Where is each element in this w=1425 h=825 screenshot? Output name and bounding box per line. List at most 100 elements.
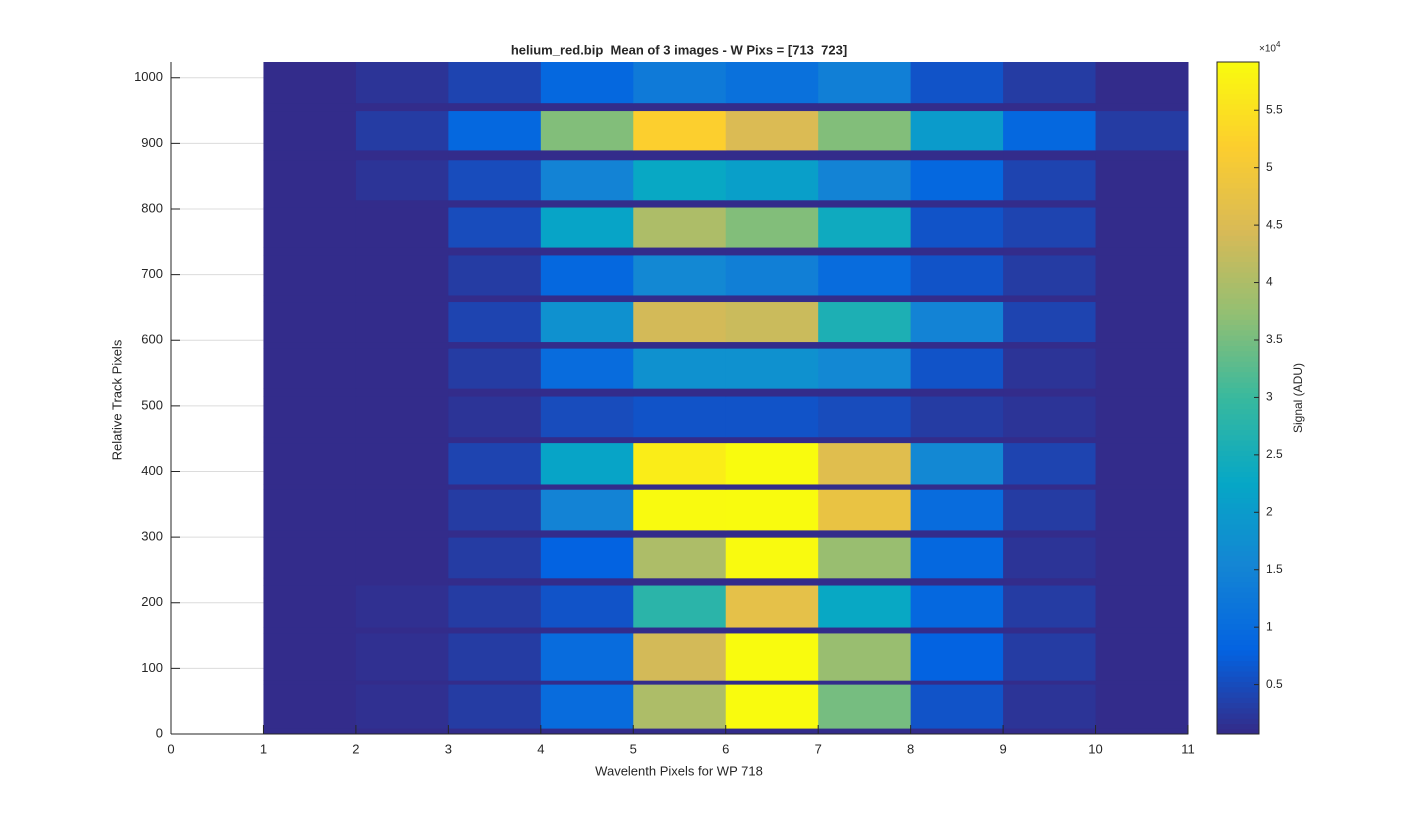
- heatmap-cell: [725, 489, 819, 531]
- colorbar-swatch: [1217, 692, 1259, 698]
- heatmap-cell: [633, 436, 727, 444]
- heatmap-cell: [355, 294, 449, 303]
- heatmap-cell: [910, 149, 1004, 161]
- colorbar-swatch: [1217, 587, 1259, 593]
- heatmap-cell: [1003, 294, 1097, 303]
- x-tick-label: 8: [907, 741, 914, 756]
- colorbar-swatch: [1217, 261, 1259, 268]
- colorbar-swatch: [1217, 382, 1259, 388]
- heatmap-cell: [1003, 110, 1097, 151]
- heatmap-cell: [355, 529, 449, 538]
- heatmap-cell: [1095, 537, 1189, 579]
- heatmap-cell: [540, 62, 634, 104]
- colorbar-swatch: [1217, 413, 1259, 420]
- colorbar-swatch: [1217, 161, 1259, 168]
- heatmap-cell: [355, 537, 449, 579]
- y-tick-label: 300: [141, 529, 163, 544]
- colorbar-swatch: [1217, 329, 1259, 336]
- heatmap-cell: [1003, 247, 1097, 256]
- heatmap-cell: [1095, 577, 1189, 586]
- heatmap-cell: [910, 684, 1004, 729]
- colorbar-swatch: [1217, 566, 1259, 572]
- colorbar-tick-label: 1.5: [1266, 562, 1283, 576]
- heatmap-cell: [263, 577, 357, 586]
- heatmap-cell: [263, 442, 357, 485]
- heatmap-cell: [355, 483, 449, 490]
- colorbar-swatch: [1217, 130, 1259, 136]
- heatmap-cell: [633, 149, 727, 161]
- y-tick-label: 1000: [134, 69, 163, 84]
- heatmap-cell: [725, 110, 819, 151]
- colorbar-swatch: [1217, 429, 1259, 436]
- heatmap-cell: [540, 436, 634, 444]
- heatmap-cell: [355, 577, 449, 586]
- heatmap-cell: [633, 388, 727, 397]
- colorbar-swatch: [1217, 581, 1259, 588]
- heatmap-cell: [540, 684, 634, 729]
- colorbar-tick-label: 5.5: [1266, 102, 1283, 116]
- colorbar-tick-label: 4: [1266, 275, 1273, 289]
- colorbar-swatch: [1217, 608, 1259, 614]
- heatmap-cell: [355, 348, 449, 389]
- heatmap-cell: [263, 388, 357, 397]
- colorbar-exponent: 4: [1276, 40, 1281, 49]
- colorbar-swatch: [1217, 392, 1259, 399]
- heatmap-cell: [725, 585, 819, 628]
- heatmap-cell: [540, 577, 634, 586]
- heatmap-cell: [263, 294, 357, 303]
- heatmap-cell: [910, 529, 1004, 538]
- heatmap-cell: [448, 632, 542, 681]
- colorbar-swatch: [1217, 387, 1259, 394]
- heatmap-cell: [1003, 199, 1097, 208]
- heatmap-cell: [818, 684, 912, 729]
- colorbar-swatch: [1217, 371, 1259, 378]
- heatmap-cell: [1095, 149, 1189, 161]
- heatmap-cell: [633, 489, 727, 531]
- heatmap-cell: [725, 680, 819, 685]
- heatmap-cell: [633, 247, 727, 256]
- heatmap-cell: [1003, 254, 1097, 296]
- colorbar-swatch: [1217, 182, 1259, 189]
- colorbar-tick-label: 1: [1266, 619, 1273, 633]
- colorbar-swatch: [1217, 650, 1259, 656]
- heatmap-cell: [448, 149, 542, 161]
- heatmap-cell: [263, 529, 357, 538]
- heatmap-cell: [725, 529, 819, 538]
- colorbar-swatch: [1217, 235, 1259, 241]
- heatmap-cell: [540, 159, 634, 201]
- colorbar-swatch: [1217, 550, 1259, 556]
- colorbar-swatch: [1217, 109, 1259, 115]
- heatmap-cell: [818, 149, 912, 161]
- heatmap-cell: [355, 442, 449, 485]
- heatmap-cell: [1095, 294, 1189, 303]
- y-axis-label: Relative Track Pixels: [109, 339, 124, 460]
- x-tick-label: 5: [630, 741, 637, 756]
- heatmap-cell: [818, 110, 912, 151]
- heatmap-cell: [818, 199, 912, 208]
- heatmap-cell: [633, 442, 727, 485]
- heatmap-cell: [818, 247, 912, 256]
- heatmap-cell: [540, 102, 634, 112]
- heatmap-cell: [725, 388, 819, 397]
- heatmap-cell: [1095, 348, 1189, 389]
- heatmap-cell: [1003, 396, 1097, 438]
- heatmap-cell: [910, 102, 1004, 112]
- heatmap-cell: [910, 728, 1004, 735]
- heatmap-cell: [633, 254, 727, 296]
- heatmap-cell: [1095, 62, 1189, 104]
- heatmap-cell: [540, 442, 634, 485]
- heatmap-cell: [633, 585, 727, 628]
- heatmap-cell: [910, 341, 1004, 349]
- heatmap-cell: [1095, 388, 1189, 397]
- colorbar-swatch: [1217, 98, 1259, 105]
- colorbar-swatch: [1217, 634, 1259, 640]
- heatmap-cell: [448, 207, 542, 248]
- heatmap-cell: [355, 627, 449, 634]
- y-tick-label: 800: [141, 200, 163, 215]
- heatmap-cell: [448, 680, 542, 685]
- colorbar-swatch: [1217, 88, 1259, 94]
- colorbar-tick-label: 0.5: [1266, 677, 1283, 691]
- heatmap-cell: [910, 627, 1004, 634]
- heatmap-cell: [725, 627, 819, 634]
- colorbar-swatch: [1217, 135, 1259, 142]
